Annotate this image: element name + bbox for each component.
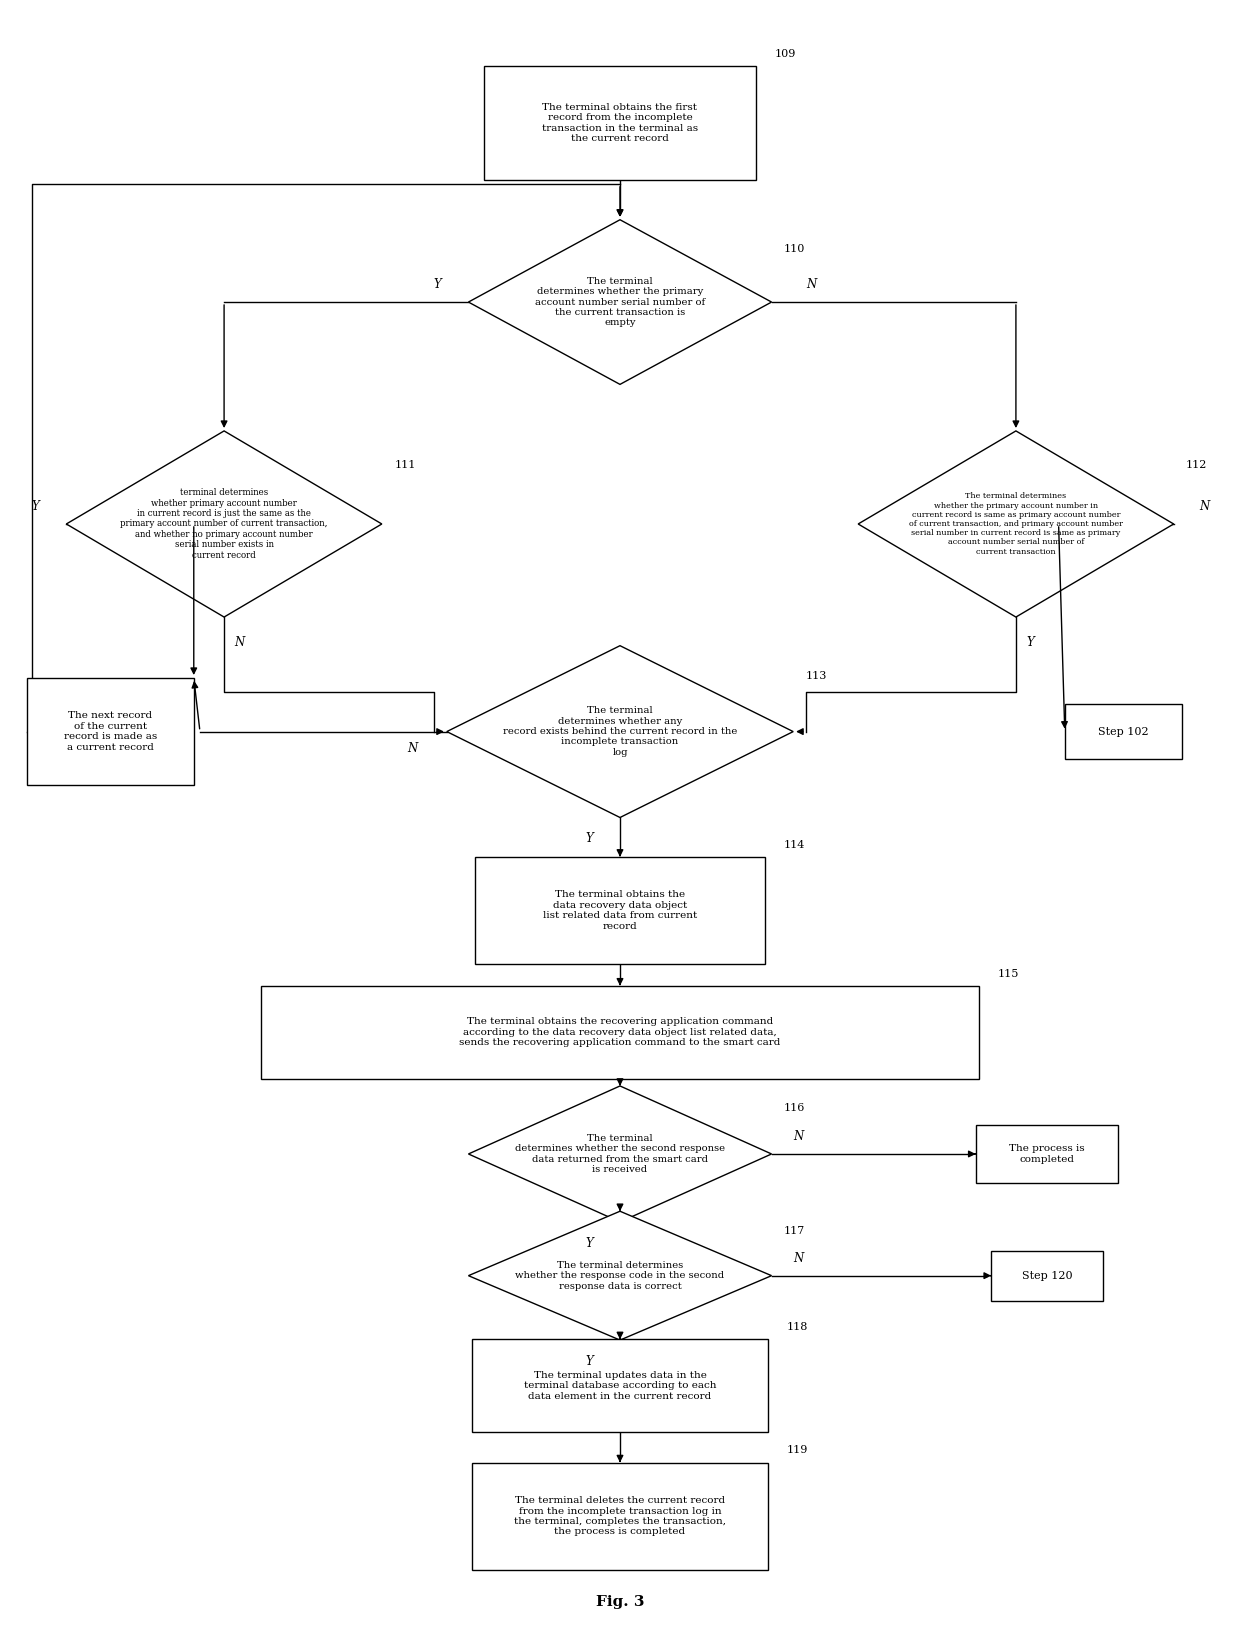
Text: Y: Y bbox=[434, 278, 441, 291]
Polygon shape bbox=[469, 219, 771, 384]
Text: 115: 115 bbox=[997, 968, 1019, 979]
Text: Step 120: Step 120 bbox=[1022, 1270, 1073, 1280]
Text: 112: 112 bbox=[1185, 461, 1208, 471]
Text: Step 102: Step 102 bbox=[1099, 726, 1149, 737]
FancyBboxPatch shape bbox=[976, 1125, 1118, 1182]
Polygon shape bbox=[469, 1086, 771, 1221]
Text: The terminal deletes the current record
from the incomplete transaction log in
t: The terminal deletes the current record … bbox=[515, 1496, 725, 1537]
FancyBboxPatch shape bbox=[27, 679, 193, 785]
Text: The terminal
determines whether the second response
data returned from the smart: The terminal determines whether the seco… bbox=[515, 1133, 725, 1174]
Text: Y: Y bbox=[585, 832, 593, 845]
Polygon shape bbox=[469, 1212, 771, 1341]
Text: 109: 109 bbox=[775, 49, 796, 59]
Text: The terminal
determines whether any
record exists behind the current record in t: The terminal determines whether any reco… bbox=[502, 706, 738, 757]
FancyBboxPatch shape bbox=[484, 65, 756, 180]
Text: 111: 111 bbox=[394, 461, 415, 471]
FancyBboxPatch shape bbox=[471, 1463, 769, 1570]
Text: The terminal obtains the recovering application command
according to the data re: The terminal obtains the recovering appl… bbox=[459, 1017, 781, 1046]
Text: 118: 118 bbox=[787, 1323, 808, 1333]
Text: N: N bbox=[794, 1252, 804, 1265]
Text: N: N bbox=[1199, 500, 1210, 513]
Text: The terminal
determines whether the primary
account number serial number of
the : The terminal determines whether the prim… bbox=[534, 276, 706, 327]
Text: 119: 119 bbox=[787, 1445, 808, 1455]
Text: 116: 116 bbox=[784, 1102, 805, 1113]
Text: 117: 117 bbox=[784, 1226, 805, 1236]
Text: Y: Y bbox=[585, 1355, 593, 1368]
FancyBboxPatch shape bbox=[262, 986, 978, 1079]
Text: Fig. 3: Fig. 3 bbox=[595, 1596, 645, 1609]
FancyBboxPatch shape bbox=[1065, 705, 1182, 759]
Polygon shape bbox=[67, 432, 382, 616]
Text: terminal determines
whether primary account number
in current record is just the: terminal determines whether primary acco… bbox=[120, 489, 327, 559]
FancyBboxPatch shape bbox=[991, 1251, 1102, 1301]
Text: 110: 110 bbox=[784, 244, 805, 253]
Text: Y: Y bbox=[585, 1238, 593, 1249]
Text: Y: Y bbox=[1027, 636, 1034, 649]
Polygon shape bbox=[446, 646, 794, 818]
FancyBboxPatch shape bbox=[475, 857, 765, 965]
Text: N: N bbox=[407, 742, 418, 755]
Text: The terminal obtains the
data recovery data object
list related data from curren: The terminal obtains the data recovery d… bbox=[543, 891, 697, 930]
Text: The terminal obtains the first
record from the incomplete
transaction in the ter: The terminal obtains the first record fr… bbox=[542, 103, 698, 144]
Text: The next record
of the current
record is made as
a current record: The next record of the current record is… bbox=[63, 711, 157, 752]
Text: Y: Y bbox=[31, 500, 40, 513]
Text: The terminal updates data in the
terminal database according to each
data elemen: The terminal updates data in the termina… bbox=[523, 1372, 717, 1401]
Text: The terminal determines
whether the response code in the second
response data is: The terminal determines whether the resp… bbox=[516, 1261, 724, 1290]
Text: N: N bbox=[806, 278, 816, 291]
Text: N: N bbox=[234, 636, 244, 649]
Text: 113: 113 bbox=[806, 672, 827, 682]
Text: The terminal determines
whether the primary account number in
current record is : The terminal determines whether the prim… bbox=[909, 492, 1123, 556]
FancyBboxPatch shape bbox=[471, 1339, 769, 1432]
Text: N: N bbox=[794, 1130, 804, 1143]
Text: The process is
completed: The process is completed bbox=[1009, 1144, 1085, 1164]
Polygon shape bbox=[858, 432, 1173, 616]
Text: 114: 114 bbox=[784, 840, 805, 850]
